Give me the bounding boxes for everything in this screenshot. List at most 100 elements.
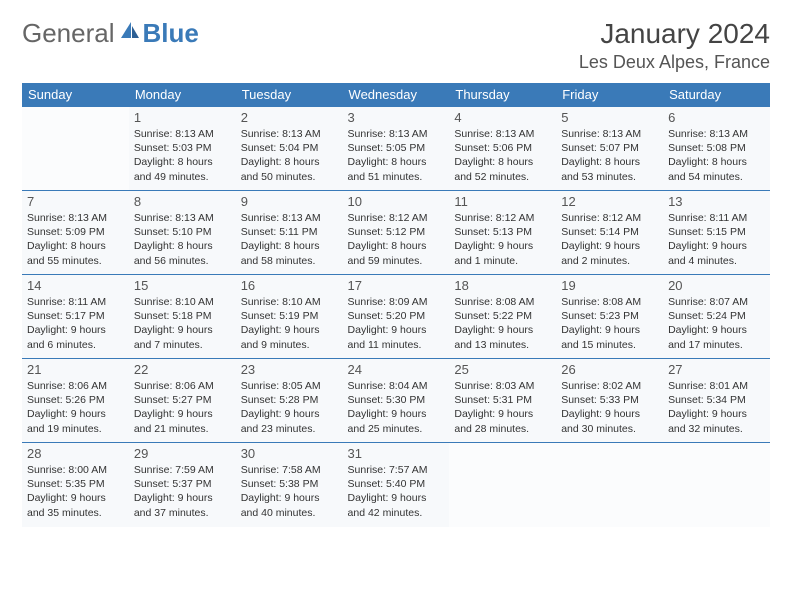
day-info: Sunrise: 8:04 AMSunset: 5:30 PMDaylight:… bbox=[348, 379, 445, 436]
day-info: Sunrise: 8:13 AMSunset: 5:04 PMDaylight:… bbox=[241, 127, 338, 184]
day-info: Sunrise: 8:12 AMSunset: 5:12 PMDaylight:… bbox=[348, 211, 445, 268]
calendar-day-cell: 10 Sunrise: 8:12 AMSunset: 5:12 PMDayligh… bbox=[343, 191, 450, 275]
month-title: January 2024 bbox=[579, 18, 770, 50]
day-number: 25 bbox=[454, 362, 551, 377]
calendar-day-cell: 27 Sunrise: 8:01 AMSunset: 5:34 PMDayligh… bbox=[663, 359, 770, 443]
calendar-day-cell: 13Sunrise: 8:11 AMSunset: 5:15 PMDayligh… bbox=[663, 191, 770, 275]
day-info: Sunrise: 7:57 AMSunset: 5:40 PMDaylight:… bbox=[348, 463, 445, 520]
day-number: 17 bbox=[348, 278, 445, 293]
day-info: Sunrise: 7:58 AMSunset: 5:38 PMDaylight:… bbox=[241, 463, 338, 520]
calendar-day-cell: 21 Sunrise: 8:06 AMSunset: 5:26 PMDayligh… bbox=[22, 359, 129, 443]
day-number: 6 bbox=[668, 110, 765, 125]
day-info: Sunrise: 8:13 AMSunset: 5:11 PMDaylight:… bbox=[241, 211, 338, 268]
calendar-day-cell: 22Sunrise: 8:06 AMSunset: 5:27 PMDayligh… bbox=[129, 359, 236, 443]
page-header: General Blue January 2024 Les Deux Alpes… bbox=[22, 18, 770, 73]
weekday-header: Sunday bbox=[22, 83, 129, 107]
day-number: 2 bbox=[241, 110, 338, 125]
brand-part1: General bbox=[22, 18, 115, 49]
day-info: Sunrise: 8:05 AMSunset: 5:28 PMDaylight:… bbox=[241, 379, 338, 436]
calendar-day-cell: 14 Sunrise: 8:11 AMSunset: 5:17 PMDayligh… bbox=[22, 275, 129, 359]
day-number: 10 bbox=[348, 194, 445, 209]
day-info: Sunrise: 8:08 AMSunset: 5:23 PMDaylight:… bbox=[561, 295, 658, 352]
day-number: 24 bbox=[348, 362, 445, 377]
day-number: 8 bbox=[134, 194, 231, 209]
day-info: Sunrise: 8:12 AMSunset: 5:13 PMDaylight:… bbox=[454, 211, 551, 268]
calendar-day-cell: 31 Sunrise: 7:57 AMSunset: 5:40 PMDayligh… bbox=[343, 443, 450, 527]
day-number: 23 bbox=[241, 362, 338, 377]
day-info: Sunrise: 8:13 AMSunset: 5:03 PMDaylight:… bbox=[134, 127, 231, 184]
calendar-body: 1 Sunrise: 8:13 AMSunset: 5:03 PMDaylight… bbox=[22, 107, 770, 527]
day-info: Sunrise: 8:01 AMSunset: 5:34 PMDaylight:… bbox=[668, 379, 765, 436]
day-number: 26 bbox=[561, 362, 658, 377]
weekday-header: Saturday bbox=[663, 83, 770, 107]
day-info: Sunrise: 8:06 AMSunset: 5:27 PMDaylight:… bbox=[134, 379, 231, 436]
title-block: January 2024 Les Deux Alpes, France bbox=[579, 18, 770, 73]
day-info: Sunrise: 7:59 AMSunset: 5:37 PMDaylight:… bbox=[134, 463, 231, 520]
calendar-day-cell: 29 Sunrise: 7:59 AMSunset: 5:37 PMDayligh… bbox=[129, 443, 236, 527]
calendar-day-cell: 3 Sunrise: 8:13 AMSunset: 5:05 PMDaylight… bbox=[343, 107, 450, 191]
day-number: 1 bbox=[134, 110, 231, 125]
calendar-day-cell: 23 Sunrise: 8:05 AMSunset: 5:28 PMDayligh… bbox=[236, 359, 343, 443]
day-number: 31 bbox=[348, 446, 445, 461]
day-number: 5 bbox=[561, 110, 658, 125]
day-number: 7 bbox=[27, 194, 124, 209]
day-info: Sunrise: 8:13 AMSunset: 5:09 PMDaylight:… bbox=[27, 211, 124, 268]
day-number: 11 bbox=[454, 194, 551, 209]
day-info: Sunrise: 8:00 AMSunset: 5:35 PMDaylight:… bbox=[27, 463, 124, 520]
calendar-day-cell: 26 Sunrise: 8:02 AMSunset: 5:33 PMDayligh… bbox=[556, 359, 663, 443]
day-info: Sunrise: 8:02 AMSunset: 5:33 PMDaylight:… bbox=[561, 379, 658, 436]
calendar-day-cell: 2 Sunrise: 8:13 AMSunset: 5:04 PMDaylight… bbox=[236, 107, 343, 191]
day-number: 16 bbox=[241, 278, 338, 293]
calendar-week-row: 1 Sunrise: 8:13 AMSunset: 5:03 PMDaylight… bbox=[22, 107, 770, 191]
day-info: Sunrise: 8:13 AMSunset: 5:08 PMDaylight:… bbox=[668, 127, 765, 184]
day-info: Sunrise: 8:06 AMSunset: 5:26 PMDaylight:… bbox=[27, 379, 124, 436]
day-info: Sunrise: 8:12 AMSunset: 5:14 PMDaylight:… bbox=[561, 211, 658, 268]
calendar-week-row: 28 Sunrise: 8:00 AMSunset: 5:35 PMDayligh… bbox=[22, 443, 770, 527]
calendar-day-cell: 7 Sunrise: 8:13 AMSunset: 5:09 PMDaylight… bbox=[22, 191, 129, 275]
day-number: 30 bbox=[241, 446, 338, 461]
sail-icon bbox=[117, 18, 141, 49]
calendar-day-cell: 25Sunrise: 8:03 AMSunset: 5:31 PMDayligh… bbox=[449, 359, 556, 443]
calendar-day-cell: 20Sunrise: 8:07 AMSunset: 5:24 PMDayligh… bbox=[663, 275, 770, 359]
calendar-day-cell: 15 Sunrise: 8:10 AMSunset: 5:18 PMDayligh… bbox=[129, 275, 236, 359]
day-info: Sunrise: 8:10 AMSunset: 5:18 PMDaylight:… bbox=[134, 295, 231, 352]
calendar-day-cell: 6 Sunrise: 8:13 AMSunset: 5:08 PMDaylight… bbox=[663, 107, 770, 191]
day-number: 28 bbox=[27, 446, 124, 461]
day-number: 12 bbox=[561, 194, 658, 209]
day-info: Sunrise: 8:13 AMSunset: 5:05 PMDaylight:… bbox=[348, 127, 445, 184]
calendar-day-cell: 9 Sunrise: 8:13 AMSunset: 5:11 PMDaylight… bbox=[236, 191, 343, 275]
weekday-header: Monday bbox=[129, 83, 236, 107]
calendar-day-cell: 17 Sunrise: 8:09 AMSunset: 5:20 PMDayligh… bbox=[343, 275, 450, 359]
day-info: Sunrise: 8:10 AMSunset: 5:19 PMDaylight:… bbox=[241, 295, 338, 352]
day-number: 15 bbox=[134, 278, 231, 293]
day-number: 29 bbox=[134, 446, 231, 461]
calendar-day-cell: 4Sunrise: 8:13 AMSunset: 5:06 PMDaylight… bbox=[449, 107, 556, 191]
calendar-day-cell bbox=[556, 443, 663, 527]
day-number: 4 bbox=[454, 110, 551, 125]
day-number: 27 bbox=[668, 362, 765, 377]
calendar-day-cell: 16 Sunrise: 8:10 AMSunset: 5:19 PMDayligh… bbox=[236, 275, 343, 359]
calendar-day-cell: 19 Sunrise: 8:08 AMSunset: 5:23 PMDayligh… bbox=[556, 275, 663, 359]
day-info: Sunrise: 8:11 AMSunset: 5:17 PMDaylight:… bbox=[27, 295, 124, 352]
day-info: Sunrise: 8:08 AMSunset: 5:22 PMDaylight:… bbox=[454, 295, 551, 352]
calendar-day-cell bbox=[449, 443, 556, 527]
calendar-day-cell bbox=[663, 443, 770, 527]
weekday-header-row: Sunday Monday Tuesday Wednesday Thursday… bbox=[22, 83, 770, 107]
calendar-day-cell: 1 Sunrise: 8:13 AMSunset: 5:03 PMDaylight… bbox=[129, 107, 236, 191]
brand-logo: General Blue bbox=[22, 18, 199, 49]
location-subtitle: Les Deux Alpes, France bbox=[579, 52, 770, 73]
weekday-header: Tuesday bbox=[236, 83, 343, 107]
weekday-header: Friday bbox=[556, 83, 663, 107]
calendar-day-cell: 11 Sunrise: 8:12 AMSunset: 5:13 PMDayligh… bbox=[449, 191, 556, 275]
day-number: 19 bbox=[561, 278, 658, 293]
day-number: 14 bbox=[27, 278, 124, 293]
day-number: 18 bbox=[454, 278, 551, 293]
weekday-header: Wednesday bbox=[343, 83, 450, 107]
calendar-day-cell: 12 Sunrise: 8:12 AMSunset: 5:14 PMDayligh… bbox=[556, 191, 663, 275]
day-number: 3 bbox=[348, 110, 445, 125]
calendar-day-cell: 8Sunrise: 8:13 AMSunset: 5:10 PMDaylight… bbox=[129, 191, 236, 275]
day-number: 9 bbox=[241, 194, 338, 209]
day-info: Sunrise: 8:09 AMSunset: 5:20 PMDaylight:… bbox=[348, 295, 445, 352]
day-number: 21 bbox=[27, 362, 124, 377]
day-number: 20 bbox=[668, 278, 765, 293]
